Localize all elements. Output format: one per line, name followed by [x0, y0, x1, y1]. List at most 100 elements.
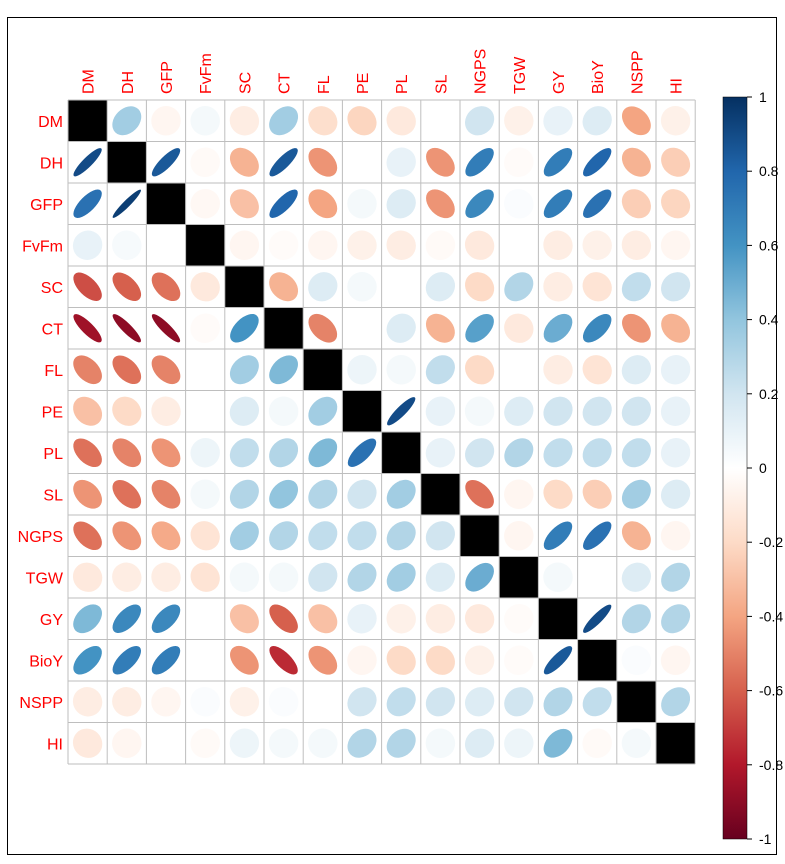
corr-ellipse-PL-NGPS — [465, 438, 495, 468]
corr-ellipse-NGPS-HI — [660, 521, 691, 551]
corr-ellipse-TGW-DM — [72, 562, 103, 592]
corr-ellipse-FvFm-DH — [112, 230, 142, 261]
corr-ellipse-GFP-CT — [269, 189, 298, 218]
corr-ellipse-DM-PL — [386, 106, 416, 136]
plot-frame — [7, 17, 777, 855]
diagonal-cell — [146, 183, 186, 225]
row-label-PE: PE — [42, 404, 63, 421]
col-label-NGPS: NGPS — [473, 49, 490, 94]
colorbar-ticks: 1 0.8 0.6 0.4 0.2 0 -0.2 -0.4 -0.6 -0.8 -1 — [747, 89, 783, 847]
corr-ellipse-SL-FL — [308, 479, 338, 509]
corr-ellipse-GY-NSPP — [621, 604, 651, 634]
corr-ellipse-BioY-FL — [308, 645, 338, 675]
corr-ellipse-FvFm-CT — [268, 230, 299, 261]
colorbar-tick-label: -0.8 — [759, 757, 783, 773]
corr-ellipse-GY-NGPS — [464, 604, 495, 634]
corr-ellipse-FL-DH — [112, 355, 142, 385]
row-label-GY: GY — [40, 612, 63, 629]
col-label-HI: HI — [669, 78, 686, 94]
corr-ellipse-BioY-DM — [73, 645, 102, 675]
corr-ellipse-CT-PL — [386, 313, 416, 343]
corr-ellipse-NSPP-SL — [425, 687, 455, 717]
corr-ellipse-GFP-FL — [308, 189, 338, 219]
corr-ellipse-SC-DM — [73, 272, 102, 302]
corr-ellipse-CT-BioY — [582, 313, 612, 343]
diagonal-cell — [224, 266, 264, 308]
corr-ellipse-GY-PL — [386, 604, 416, 634]
col-label-SC: SC — [237, 72, 254, 94]
corr-ellipse-GFP-FvFm — [190, 188, 220, 219]
corr-ellipse-SC-FvFm — [190, 272, 220, 302]
corr-ellipse-NGPS-GY — [543, 521, 573, 550]
diagonal-cell — [107, 141, 147, 183]
corr-ellipse-PL-TGW — [504, 438, 534, 468]
corr-ellipse-DM-NSPP — [621, 106, 651, 136]
corr-ellipse-FvFm-SC — [229, 230, 260, 260]
corr-ellipse-SC-GFP — [151, 272, 181, 302]
corr-ellipse-GY-DM — [73, 604, 102, 634]
corr-ellipse-CT-FL — [308, 313, 338, 343]
row-label-NSPP: NSPP — [19, 695, 63, 712]
corr-ellipse-HI-SC — [229, 728, 260, 758]
corr-ellipse-GY-FL — [308, 604, 338, 634]
corr-ellipse-NGPS-FL — [308, 521, 338, 551]
corr-ellipse-GFP-NGPS — [465, 189, 494, 219]
diagonal-cell — [616, 681, 656, 723]
corr-ellipse-SL-PL — [386, 479, 416, 509]
colorbar-tick-label: 0.2 — [759, 386, 779, 402]
corr-ellipse-SC-FL — [308, 272, 338, 302]
corr-ellipse-TGW-FvFm — [190, 562, 220, 592]
corr-ellipse-CT-NSPP — [622, 313, 651, 343]
corr-ellipse-SC-HI — [661, 272, 691, 302]
corr-ellipse-FvFm-DM — [72, 230, 103, 260]
corr-ellipse-NGPS-SC — [229, 521, 259, 551]
corr-ellipse-TGW-NGPS — [465, 562, 494, 592]
corr-ellipse-FL-HI — [660, 355, 691, 385]
corr-ellipse-PL-GY — [543, 438, 573, 468]
corr-ellipse-PL-DM — [73, 438, 102, 468]
corr-ellipse-NSPP-BioY — [582, 687, 612, 717]
corr-ellipse-GFP-BioY — [582, 189, 612, 218]
corr-ellipse-SC-PE — [347, 272, 377, 302]
corr-ellipse-TGW-NSPP — [621, 562, 652, 592]
corr-ellipse-FL-GY — [543, 355, 573, 385]
row-label-FvFm: FvFm — [22, 238, 63, 255]
row-label-SC: SC — [41, 280, 63, 297]
corr-ellipse-SC-NGPS — [465, 272, 495, 302]
corr-ellipse-CT-DH — [112, 314, 141, 343]
corr-ellipse-NGPS-FvFm — [190, 521, 220, 551]
corr-ellipse-FL-TGW — [503, 354, 534, 385]
corr-ellipse-SL-SC — [229, 479, 259, 509]
corr-ellipse-DM-PE — [347, 106, 377, 136]
corr-ellipse-HI-GY — [543, 728, 573, 758]
corr-ellipse-PE-TGW — [504, 396, 534, 426]
corr-ellipse-NGPS-BioY — [582, 521, 612, 550]
diagonal-cell — [577, 639, 617, 681]
corr-ellipse-HI-PE — [347, 728, 377, 758]
corr-ellipse-SC-PL — [386, 271, 417, 302]
corr-ellipse-NSPP-DM — [72, 687, 103, 717]
grid-lines — [67, 99, 696, 765]
corr-ellipse-FL-BioY — [582, 355, 612, 385]
corr-ellipse-PE-BioY — [582, 396, 612, 426]
diagonal-cell — [538, 598, 578, 640]
col-label-FvFm: FvFm — [198, 53, 215, 94]
corr-ellipse-GFP-DM — [73, 189, 102, 218]
corr-ellipse-FL-PL — [386, 355, 416, 385]
corr-ellipse-GFP-NSPP — [621, 189, 651, 219]
corr-ellipse-SL-HI — [660, 479, 691, 509]
corr-ellipse-FvFm-PL — [386, 230, 416, 260]
corr-ellipse-GY-FvFm — [190, 603, 221, 634]
corr-ellipse-PE-NSPP — [621, 396, 651, 426]
corr-ellipse-CT-TGW — [504, 313, 534, 343]
corr-ellipse-GY-GFP — [151, 604, 181, 634]
corr-ellipse-TGW-PL — [386, 562, 416, 592]
col-label-PL: PL — [394, 74, 411, 94]
corr-ellipse-CT-PE — [347, 313, 377, 344]
corr-ellipse-GFP-PE — [347, 189, 377, 219]
corr-ellipse-NGPS-TGW — [504, 521, 534, 551]
corr-ellipse-SL-CT — [269, 479, 299, 509]
corr-ellipse-DH-FvFm — [190, 147, 220, 178]
corr-ellipse-HI-PL — [386, 728, 416, 758]
corr-ellipse-CT-SL — [425, 313, 455, 343]
